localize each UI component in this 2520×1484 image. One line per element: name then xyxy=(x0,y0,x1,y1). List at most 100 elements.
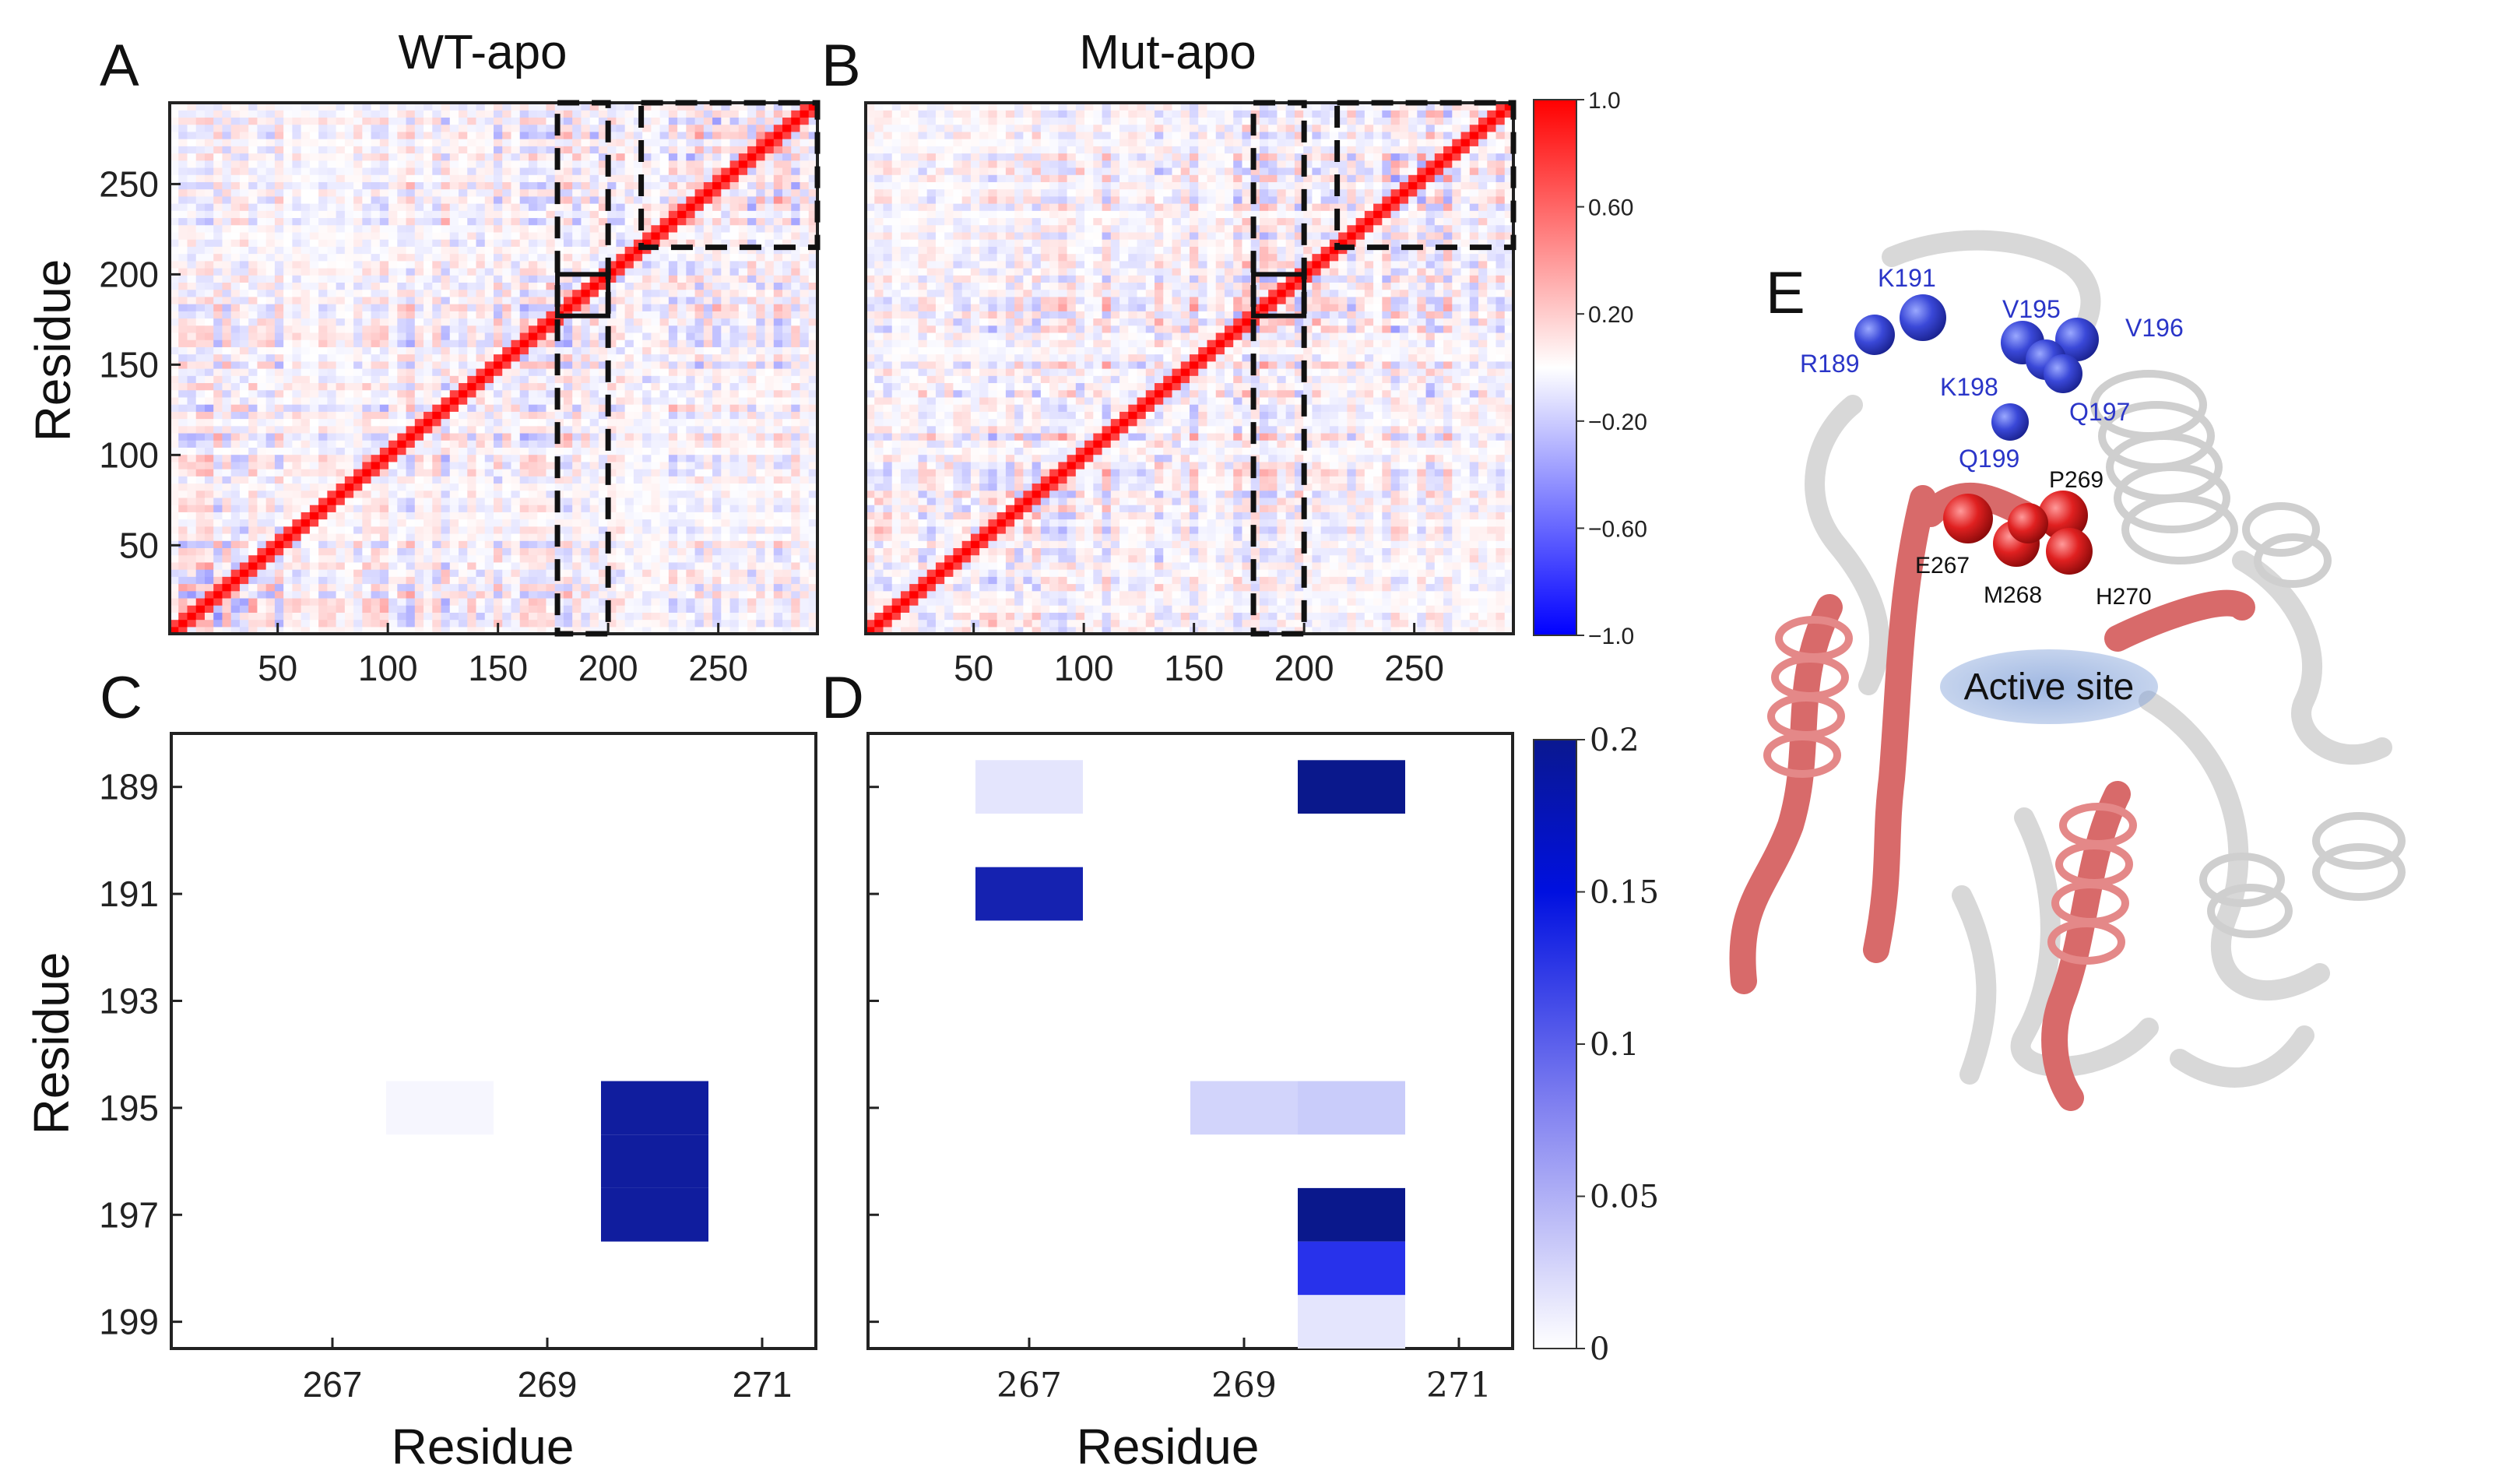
heatmap-cell xyxy=(230,554,241,563)
heatmap-cell xyxy=(213,461,223,469)
heatmap-cell xyxy=(292,590,302,599)
heatmap-cell xyxy=(265,267,276,276)
heatmap-cell xyxy=(624,167,634,175)
heatmap-cell xyxy=(257,160,267,168)
heatmap-cell xyxy=(292,612,302,621)
heatmap-cell xyxy=(651,454,661,462)
heatmap-cell xyxy=(467,418,477,427)
heatmap-cell xyxy=(406,325,416,333)
heatmap-cell xyxy=(213,296,223,304)
heatmap-cell xyxy=(204,224,214,233)
heatmap-cell xyxy=(554,139,564,146)
heatmap-cell xyxy=(230,318,241,326)
heatmap-cell xyxy=(476,396,486,405)
heatmap-cell xyxy=(265,490,276,498)
heatmap-cell xyxy=(432,476,442,484)
heatmap-cell xyxy=(563,282,573,290)
heatmap-cell xyxy=(756,533,766,541)
heatmap-cell xyxy=(222,432,232,441)
heatmap-cell xyxy=(336,160,346,168)
heatmap-cell xyxy=(397,569,407,577)
heatmap-cell xyxy=(484,576,494,585)
heatmap-cell xyxy=(589,267,599,276)
heatmap-cell xyxy=(336,325,346,333)
heatmap-cell xyxy=(624,404,634,412)
heatmap-cell xyxy=(371,425,381,434)
heatmap-cell xyxy=(659,296,670,304)
heatmap-cell xyxy=(511,612,521,621)
heatmap-cell xyxy=(686,418,696,427)
heatmap-cell xyxy=(406,425,416,434)
heatmap-cell xyxy=(467,569,477,577)
heatmap-cell xyxy=(581,569,591,577)
heatmap-cell xyxy=(633,296,643,304)
heatmap-cell xyxy=(248,619,258,628)
heatmap-cell xyxy=(686,483,696,491)
heatmap-cell xyxy=(449,469,459,476)
heatmap-cell xyxy=(309,195,319,204)
heatmap-cell xyxy=(178,346,188,355)
heatmap-cell xyxy=(371,554,381,563)
heatmap-cell xyxy=(607,239,617,247)
heatmap-cell xyxy=(292,461,302,469)
heatmap-cell xyxy=(729,382,740,391)
heatmap-cell xyxy=(309,260,319,269)
heatmap-cell xyxy=(170,590,179,599)
heatmap-cell xyxy=(651,526,661,534)
heatmap-cell xyxy=(449,483,459,491)
heatmap-cell xyxy=(694,605,705,613)
heatmap-cell xyxy=(721,153,731,161)
heatmap-cell xyxy=(397,561,407,570)
heatmap-cell xyxy=(502,181,512,190)
heatmap-cell xyxy=(459,469,468,476)
heatmap-cell xyxy=(283,289,293,297)
heatmap-cell xyxy=(441,547,451,556)
heatmap-cell xyxy=(581,447,591,455)
heatmap-cell xyxy=(476,153,486,161)
heatmap-cell xyxy=(388,605,398,613)
heatmap-cell xyxy=(459,368,468,376)
heatmap-cell xyxy=(336,224,346,233)
heatmap-cell xyxy=(537,561,547,570)
heatmap-cell xyxy=(537,447,547,455)
heatmap-cell xyxy=(327,375,337,384)
heatmap-cell xyxy=(519,561,529,570)
heatmap-cell xyxy=(414,267,424,276)
heatmap-cell xyxy=(747,153,757,161)
heatmap-cell xyxy=(318,554,328,563)
heatmap-cell xyxy=(624,332,634,340)
heatmap-cell xyxy=(222,353,232,362)
heatmap-cell xyxy=(494,490,503,498)
heatmap-cell xyxy=(572,267,582,276)
heatmap-cell xyxy=(414,210,424,219)
heatmap-cell xyxy=(519,612,529,621)
heatmap-cell xyxy=(379,469,389,476)
heatmap-cell xyxy=(344,547,354,556)
heatmap-cell xyxy=(738,375,748,384)
heatmap-cell xyxy=(651,583,661,592)
heatmap-cell xyxy=(239,540,249,549)
heatmap-cell xyxy=(265,117,276,125)
heatmap-cell xyxy=(239,239,249,247)
heatmap-cell xyxy=(397,146,407,154)
heatmap-cell xyxy=(441,375,451,384)
heatmap-cell xyxy=(729,239,740,247)
heatmap-cell xyxy=(222,461,232,469)
heatmap-cell xyxy=(371,461,381,469)
heatmap-cell xyxy=(546,231,556,240)
heatmap-cell xyxy=(703,239,713,247)
heatmap-cell xyxy=(484,353,494,362)
heatmap-cell xyxy=(668,526,678,534)
heatmap-cell xyxy=(572,318,582,326)
heatmap-cell xyxy=(170,483,179,491)
heatmap-cell xyxy=(607,605,617,613)
heatmap-cell xyxy=(195,533,206,541)
heatmap-cell xyxy=(598,418,608,427)
heatmap-cell xyxy=(616,583,626,592)
heatmap-cell xyxy=(537,418,547,427)
heatmap-cell xyxy=(187,440,197,448)
heatmap-cell xyxy=(677,612,687,621)
heatmap-cell xyxy=(362,260,372,269)
heatmap-cell xyxy=(187,146,197,154)
heatmap-cell xyxy=(651,561,661,570)
